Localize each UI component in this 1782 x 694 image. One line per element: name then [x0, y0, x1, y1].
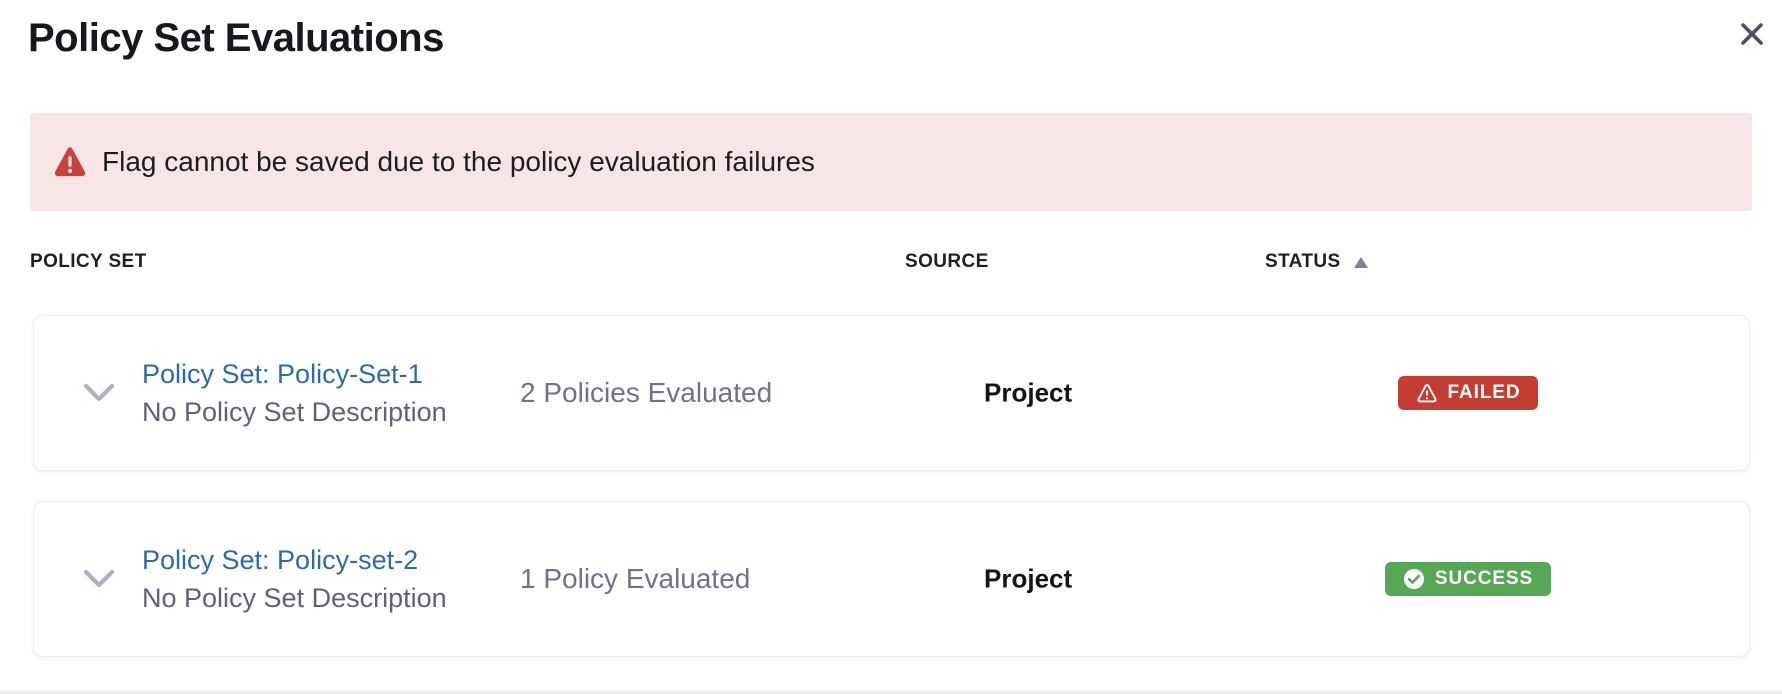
modal-title: Policy Set Evaluations — [28, 16, 444, 60]
expand-row-button[interactable] — [76, 375, 122, 411]
column-header-policy-set: POLICY SET — [30, 251, 147, 273]
column-header-source: SOURCE — [905, 251, 989, 273]
expand-row-button[interactable] — [76, 561, 122, 597]
policies-evaluated-count: 2 Policies Evaluated — [520, 377, 773, 408]
sort-ascending-arrow-icon — [1353, 256, 1369, 269]
check-circle-icon — [1403, 568, 1425, 590]
close-icon — [1737, 19, 1767, 49]
status-badge-failed: FAILED — [1397, 376, 1539, 410]
policy-set-row: Policy Set: Policy-Set-1 No Policy Set D… — [33, 315, 1750, 471]
warning-triangle-icon — [52, 145, 88, 179]
error-alert-banner: Flag cannot be saved due to the policy e… — [30, 113, 1752, 211]
status-badge-label: FAILED — [1447, 382, 1521, 403]
policy-set-row: Policy Set: Policy-set-2 No Policy Set D… — [33, 501, 1750, 657]
status-badge-label: SUCCESS — [1434, 568, 1534, 589]
status-badge-success: SUCCESS — [1384, 562, 1552, 596]
close-button[interactable] — [1732, 14, 1772, 54]
chevron-down-icon — [82, 382, 116, 404]
policy-set-description: No Policy Set Description — [142, 583, 447, 613]
warning-triangle-icon — [1416, 383, 1438, 403]
column-header-status[interactable]: STATUS — [1265, 251, 1369, 273]
source-value: Project — [984, 563, 1073, 594]
policies-evaluated-count: 1 Policy Evaluated — [520, 563, 751, 594]
alert-message: Flag cannot be saved due to the policy e… — [102, 146, 815, 177]
policy-set-link[interactable]: Policy Set: Policy-set-2 — [142, 545, 419, 575]
policy-set-description: No Policy Set Description — [142, 397, 447, 427]
column-header-policy-set-label: POLICY SET — [30, 251, 147, 272]
chevron-down-icon — [82, 568, 116, 590]
policy-set-link[interactable]: Policy Set: Policy-Set-1 — [142, 359, 423, 389]
modal-bottom-edge — [0, 688, 1782, 694]
column-header-source-label: SOURCE — [905, 251, 989, 272]
source-value: Project — [984, 377, 1073, 408]
column-header-status-label: STATUS — [1265, 251, 1341, 272]
